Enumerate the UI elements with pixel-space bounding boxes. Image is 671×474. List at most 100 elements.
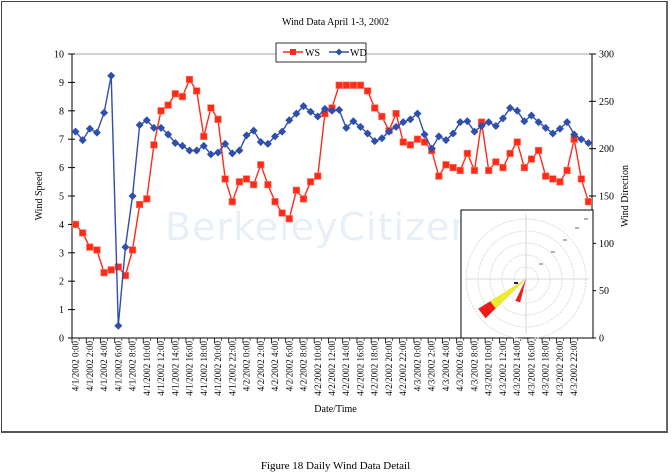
ws-marker (577, 175, 585, 183)
ws-marker (499, 164, 507, 172)
ws-marker (257, 161, 265, 169)
y2-tick-label: 50 (599, 286, 609, 297)
x-tick-label: 4/3/2002 4:00 (441, 341, 451, 392)
wd-marker (78, 136, 87, 145)
wd-marker (242, 131, 251, 140)
wd-marker (71, 127, 80, 136)
wd-marker (107, 71, 116, 80)
x-tick-label: 4/1/2002 22:00 (227, 341, 237, 396)
x-tick-label: 4/3/2002 0:00 (412, 341, 422, 392)
wd-marker (256, 138, 265, 147)
x-tick-label: 4/2/2002 4:00 (270, 341, 280, 392)
x-tick-label: 4/2/2002 0:00 (242, 341, 252, 392)
ws-marker (335, 81, 343, 89)
x-tick-label: 4/2/2002 12:00 (327, 341, 337, 396)
ws-marker (563, 166, 571, 175)
x-tick-label: 4/1/2002 12:00 (156, 341, 166, 396)
ws-marker (449, 164, 457, 172)
wd-marker (342, 123, 351, 132)
x-tick-label: 4/1/2002 16:00 (185, 341, 195, 396)
wd-marker (249, 126, 258, 135)
ws-marker (214, 115, 222, 123)
watermark: BerkeleyCitizen (165, 205, 476, 249)
wd-marker (413, 109, 422, 118)
x-tick-label: 4/3/2002 16:00 (526, 341, 536, 396)
x-tick-label: 4/3/2002 22:00 (569, 341, 579, 396)
ws-marker (157, 107, 165, 115)
ws-marker (93, 246, 101, 254)
ws-marker (506, 149, 514, 158)
wd-marker (392, 122, 401, 131)
y-tick-label: 6 (59, 163, 64, 174)
legend: WS WD (275, 42, 367, 63)
y2-tick-label: 200 (599, 144, 614, 155)
x-tick-label: 4/1/2002 10:00 (142, 341, 152, 396)
y2-tick-label: 0 (599, 334, 604, 345)
x-tick-label: 4/2/2002 2:00 (256, 341, 266, 392)
wd-marker (235, 146, 244, 155)
ws-marker (228, 198, 236, 206)
ws-marker (442, 161, 450, 169)
ws-marker (71, 220, 80, 229)
wd-marker (541, 123, 550, 132)
ws-marker (100, 269, 108, 277)
wd-marker (356, 122, 365, 131)
wd-marker (221, 139, 230, 148)
ws-marker (463, 149, 471, 158)
x-tick-label: 4/2/2002 6:00 (284, 341, 294, 392)
x-tick-label: 4/1/2002 4:00 (99, 341, 109, 392)
wd-marker (377, 134, 386, 143)
ws-marker (164, 101, 172, 109)
y-tick-label: 8 (59, 106, 64, 117)
wind-rose-petal (515, 279, 526, 303)
wind-rose-inset (460, 209, 594, 340)
ws-marker (456, 166, 464, 175)
wd-marker (214, 148, 223, 157)
x-tick-label: 4/2/2002 8:00 (299, 341, 309, 392)
ws-marker (200, 132, 208, 140)
wd-marker (577, 135, 586, 144)
wd-marker (335, 105, 344, 114)
wd-marker (178, 141, 187, 150)
y-tick-label: 7 (59, 135, 64, 146)
x-tick-label: 4/3/2002 2:00 (427, 341, 437, 392)
ws-marker (527, 155, 536, 163)
wd-marker (406, 115, 415, 124)
ws-marker (292, 186, 300, 194)
wd-marker (555, 124, 564, 133)
wd-marker (313, 112, 322, 121)
ws-marker (235, 178, 243, 186)
wd-marker (441, 136, 450, 145)
wd-marker (384, 127, 393, 136)
y2-tick-label: 100 (599, 239, 614, 250)
series-wd (71, 71, 593, 330)
wd-marker (449, 129, 458, 138)
wd-marker (135, 121, 144, 129)
wd-marker (192, 146, 201, 155)
ws-marker (371, 104, 379, 112)
ws-marker (556, 178, 564, 186)
wd-marker (171, 138, 180, 147)
wind-rose-petal (490, 279, 526, 309)
wd-marker (491, 121, 500, 130)
x-tick-label: 4/3/2002 8:00 (469, 341, 479, 392)
ws-marker (349, 81, 357, 89)
wd-marker (434, 132, 443, 141)
ws-marker (584, 198, 593, 206)
wd-marker (278, 127, 287, 136)
wd-marker (164, 130, 173, 139)
ws-marker (128, 246, 137, 254)
ws-marker (242, 175, 251, 183)
ws-marker (364, 87, 372, 95)
wd-marker (85, 124, 94, 133)
x-tick-label: 4/2/2002 18:00 (370, 341, 380, 396)
wd-marker (527, 111, 536, 120)
y-tick-label: 5 (59, 192, 64, 203)
wd-marker (363, 129, 372, 138)
x-tick-label: 4/1/2002 2:00 (85, 341, 95, 392)
legend-ws-label: WS (305, 48, 320, 59)
ws-marker (121, 271, 130, 280)
ws-marker (399, 138, 407, 146)
wd-marker (328, 106, 336, 115)
ws-marker (314, 172, 322, 180)
